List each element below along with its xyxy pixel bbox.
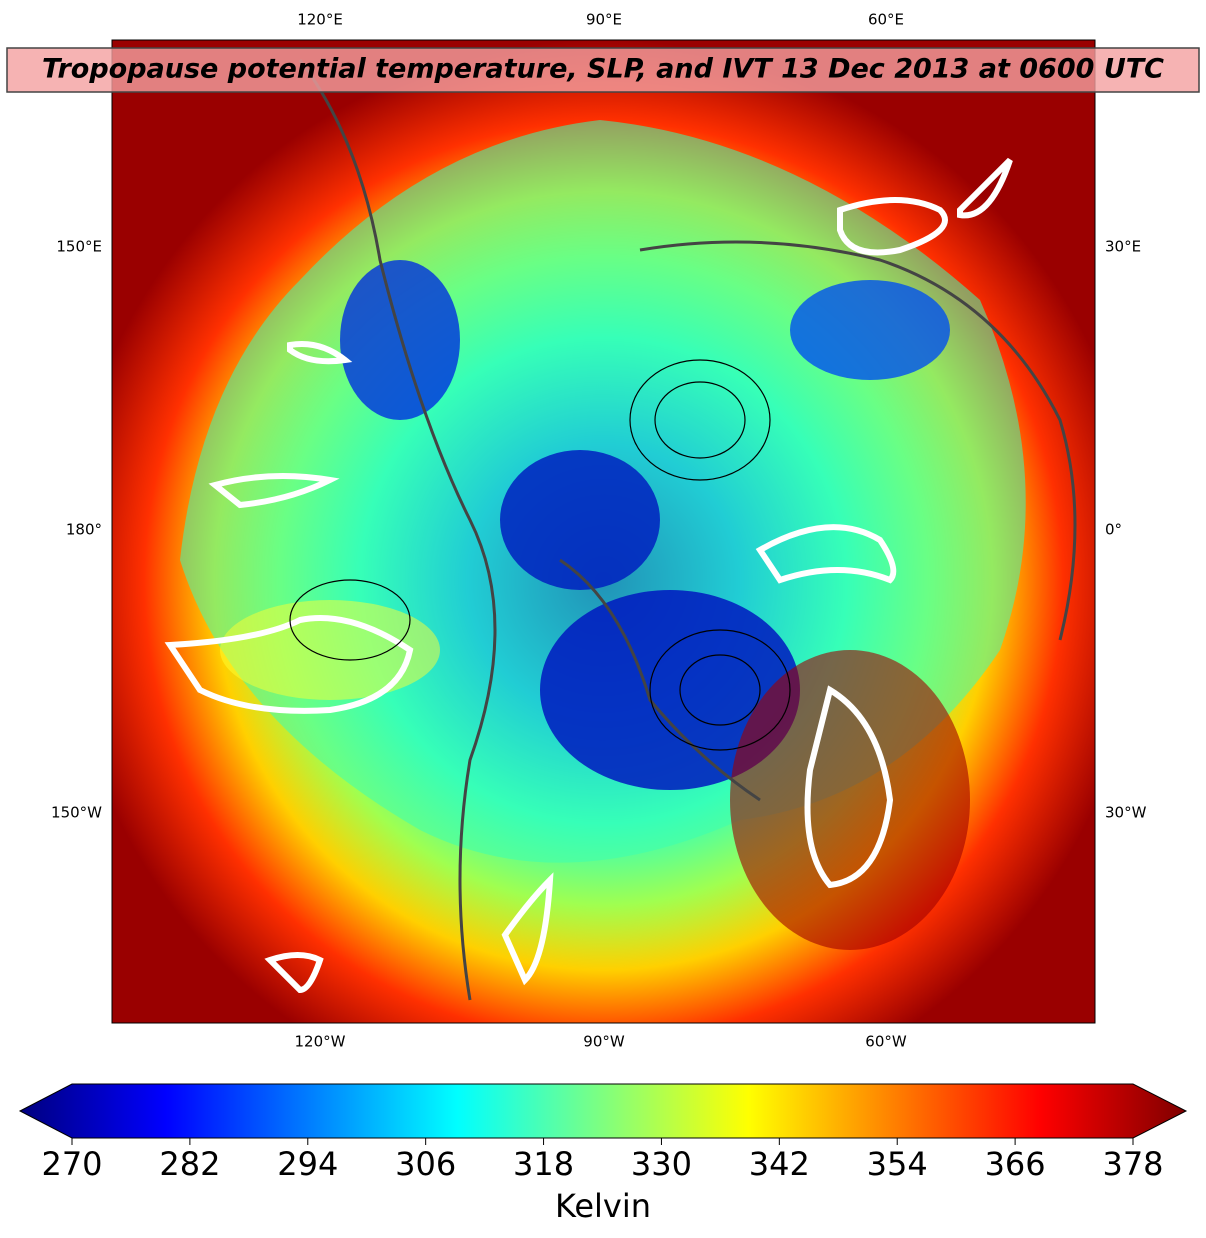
lon-label: 90°E xyxy=(586,11,622,29)
colorbar-tick-label: 354 xyxy=(867,1145,928,1183)
map xyxy=(112,40,1095,1023)
lon-label: 90°W xyxy=(583,1033,625,1051)
colorbar-label: Kelvin xyxy=(555,1187,651,1225)
cold-pool xyxy=(540,590,800,790)
colorbar-tick-label: 366 xyxy=(985,1145,1046,1183)
colorbar-tick-label: 282 xyxy=(159,1145,220,1183)
lon-label: 60°W xyxy=(865,1033,907,1051)
title-box xyxy=(6,47,1200,93)
warm-tongue xyxy=(220,600,440,700)
cold-pool xyxy=(340,260,460,420)
title: Tropopause potential temperature, SLP, a… xyxy=(42,54,1164,85)
lon-label: 60°E xyxy=(868,11,904,29)
lon-label: 150°W xyxy=(51,804,102,822)
colorbar-tick-label: 378 xyxy=(1102,1145,1163,1183)
colorbar-tick-label: 342 xyxy=(749,1145,810,1183)
ivt-contours xyxy=(164,157,1013,994)
cold-pool xyxy=(500,450,660,590)
lon-label: 150°E xyxy=(56,238,102,256)
coastlines xyxy=(298,59,1077,1001)
geo-labels: 120°E 90°E 60°E 120°W 90°W 60°W 150°E 180° 150°W… xyxy=(51,11,1147,1051)
lon-label: 30°W xyxy=(1105,804,1147,822)
lon-label: 120°E xyxy=(297,11,343,29)
cold-pool xyxy=(790,280,950,380)
lon-label: 0° xyxy=(1105,521,1122,539)
colorbar-tick-label: 270 xyxy=(41,1145,102,1183)
warm-pool xyxy=(730,650,970,950)
map-frame xyxy=(111,39,1096,1024)
colorbar-tick-label: 294 xyxy=(277,1145,338,1183)
lon-label: 30°E xyxy=(1105,238,1141,256)
colorbar-tick-label: 306 xyxy=(395,1145,456,1183)
colorbar-tick-label: 318 xyxy=(513,1145,574,1183)
lon-label: 120°W xyxy=(295,1033,346,1051)
colorbar-scale xyxy=(18,1083,1188,1139)
colorbar: 270 282 294 306 318 330 342 354 366 378 Kelvin xyxy=(18,1083,1188,1225)
colorbar-tick-label: 330 xyxy=(631,1145,692,1183)
slp-contours xyxy=(289,359,791,751)
lon-label: 180° xyxy=(66,521,102,539)
